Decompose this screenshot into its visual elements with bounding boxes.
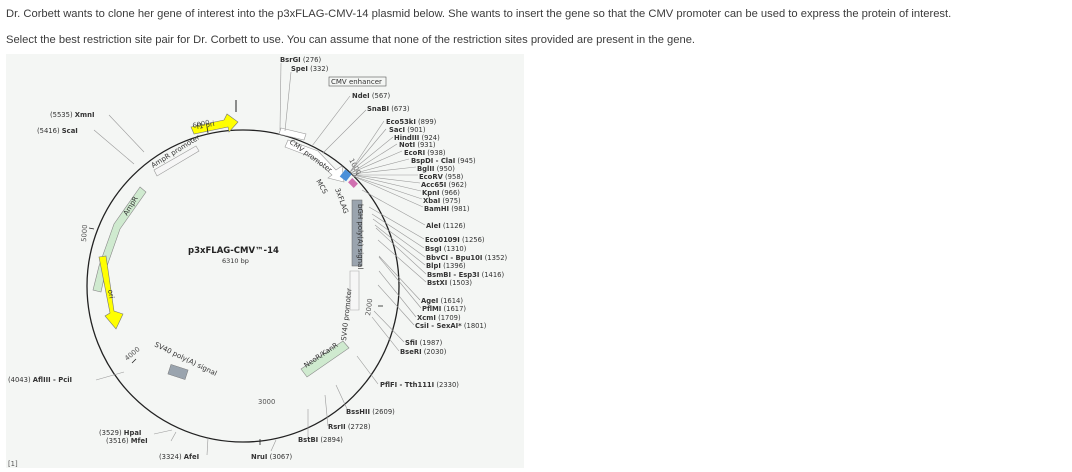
tick-label-2000: 2000 — [364, 298, 374, 316]
neor-arrow — [300, 340, 350, 378]
site-mfei: (3516) MfeI — [106, 437, 148, 445]
ori-arrow — [98, 255, 124, 330]
site-bamhi: BamHI (981) — [424, 205, 470, 213]
plasmid-map: 1000 2000 3000 4000 5000 6000 f1 ori Amp… — [6, 54, 524, 468]
tick-mark-6000 — [206, 126, 209, 134]
site-blpi: BlpI (1396) — [426, 262, 466, 270]
site-acc65i: Acc65I (962) — [421, 181, 467, 189]
tick-label-5000: 5000 — [80, 224, 89, 242]
site-rsrii: RsrII (2728) — [328, 423, 371, 431]
site-bsshii: BssHII (2609) — [346, 408, 395, 416]
site-bstxi: BstXI (1503) — [427, 279, 472, 287]
site-csii-sexai: CsiI - SexAI* (1801) — [415, 322, 487, 330]
mcs-block — [339, 169, 352, 182]
site-sfii: SfiI (1987) — [405, 339, 443, 347]
tick-mark-4000 — [131, 358, 137, 364]
question-instruction: Select the best restriction site pair fo… — [6, 34, 696, 46]
site-alei: AleI (1126) — [426, 222, 466, 230]
question-text: Dr. Corbett wants to clone her gene of i… — [6, 8, 952, 20]
site-bstbi: BstBI (2894) — [298, 436, 343, 444]
tick-label-6000: 6000 — [192, 119, 211, 130]
f1-ori-label: f1 ori — [196, 120, 215, 131]
tick-mark-5000 — [88, 227, 95, 230]
site-noti: NotI (931) — [399, 141, 436, 149]
site-eco53ki: Eco53kI (899) — [386, 118, 437, 126]
site-bsrgi: BsrGI (276) — [280, 56, 321, 64]
site-scai: (5416) ScaI — [37, 127, 78, 135]
sv40-promoter-label: SV40 promoter — [340, 288, 353, 342]
sv40-polya-block — [167, 364, 189, 380]
site-snabi: SnaBI (673) — [367, 105, 410, 113]
ori-label: ori — [106, 289, 115, 299]
site-hpai: (3529) HpaI — [99, 429, 141, 437]
site-afei: (3324) AfeI — [159, 453, 199, 461]
site-afliii-pcii: (4043) AflIII - PciI — [8, 376, 72, 384]
site-xmni: (5535) XmnI — [50, 111, 94, 119]
site-bsgi: BsgI (1310) — [425, 245, 467, 253]
site-bseri: BseRI (2030) — [400, 348, 447, 356]
plasmid-name: p3xFLAG-CMV™-14 — [188, 246, 279, 256]
site-nrui: NruI (3067) — [251, 453, 293, 461]
flag-label: 3xFLAG — [333, 187, 350, 215]
ampr-arrow — [92, 186, 147, 293]
site-xcmi: XcmI (1709) — [417, 314, 461, 322]
site-kpni: KpnI (966) — [422, 189, 460, 197]
bgh-polya-label: bGH poly(A) signal — [356, 204, 364, 269]
site-leader-lines — [93, 62, 427, 456]
site-ecorv: EcoRV (958) — [419, 173, 464, 181]
tick-label-4000: 4000 — [123, 345, 141, 362]
tick-label-3000: 3000 — [258, 398, 275, 406]
site-eco0109i: Eco0109I (1256) — [425, 236, 485, 244]
site-spei: SpeI (332) — [291, 65, 329, 73]
bgh-polya-block — [351, 199, 363, 267]
ampr-promoter-arrow — [153, 145, 200, 177]
site-bspdi-clai: BspDI - ClaI (945) — [411, 157, 476, 165]
flag-block — [348, 178, 358, 188]
cmv-enhancer-label: CMV enhancer — [331, 78, 382, 86]
site-hindiii: HindIII (924) — [394, 134, 440, 142]
site-pflfi-tth111i: PflFI - Tth111I (2330) — [380, 381, 459, 389]
mcs-label: MCS — [314, 178, 329, 196]
site-bsmbi-esp3i: BsmBI - Esp3I (1416) — [427, 271, 505, 279]
site-ecori: EcoRI (938) — [404, 149, 446, 157]
site-ndei: NdeI (567) — [352, 92, 390, 100]
site-agei: AgeI (1614) — [421, 297, 463, 305]
f1-ori-arrow — [190, 113, 239, 135]
site-xbai: XbaI (975) — [423, 197, 461, 205]
sv40-promoter-arrow — [349, 270, 360, 311]
cmv-promoter-arrow — [284, 139, 345, 183]
cmv-enhancer-arrow — [278, 127, 307, 141]
plasmid-backbone — [86, 129, 400, 443]
site-bbvci-bpu10i: BbvCI - Bpu10I (1352) — [426, 254, 508, 262]
cmv-promoter-label: CMV promoter — [288, 138, 334, 174]
plasmid-size: 6310 bp — [222, 257, 249, 265]
corner-label: [1] — [8, 460, 18, 468]
site-saci: SacI (901) — [389, 126, 426, 134]
cmv-enhancer-label-box — [328, 76, 387, 87]
site-bglii: BglII (950) — [417, 165, 455, 173]
site-pflmi: PflMI (1617) — [422, 305, 466, 313]
